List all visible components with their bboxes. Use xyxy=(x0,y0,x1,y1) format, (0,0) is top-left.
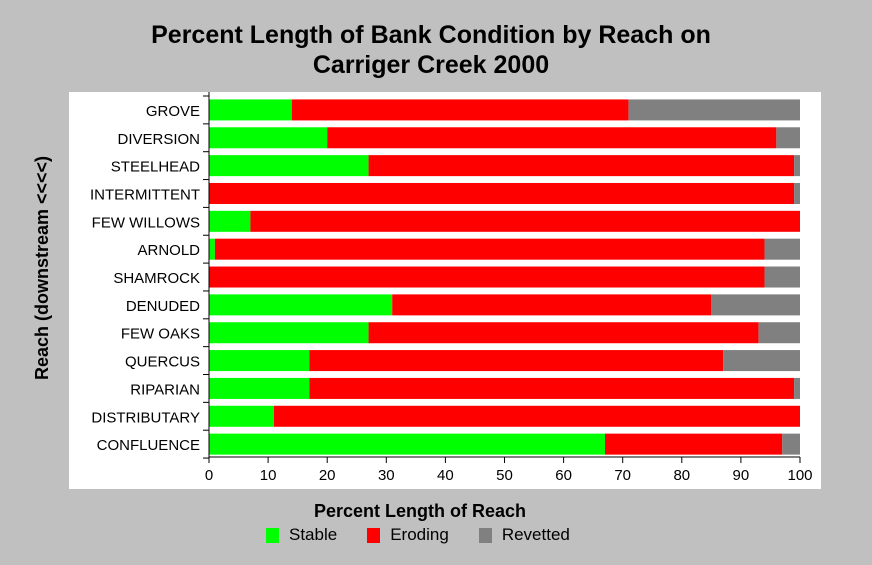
bar-diversion-revetted xyxy=(776,127,800,149)
y-tick-label-few-oaks: FEW OAKS xyxy=(121,326,200,343)
plot-area xyxy=(69,92,821,489)
legend-label-eroding: Eroding xyxy=(390,525,449,544)
chart-title: Percent Length of Bank Condition by Reac… xyxy=(0,20,862,80)
x-tick-label: 70 xyxy=(614,467,631,484)
x-tick-label: 100 xyxy=(787,467,812,484)
y-tick-label-quercus: QUERCUS xyxy=(125,354,200,371)
legend-swatch-stable xyxy=(266,527,279,543)
y-axis: GROVE DIVERSION STEELHEAD INTERMITTENT FEW W… xyxy=(90,92,210,459)
y-tick-label-distributary: DISTRIBUTARY xyxy=(91,409,200,426)
bar-confluence-eroding xyxy=(604,433,783,455)
bar-confluence-revetted xyxy=(782,433,800,455)
bar-denuded-revetted xyxy=(711,294,800,316)
chart-title-line1: Percent Length of Bank Condition by Reac… xyxy=(151,21,711,49)
legend: Stable Eroding Revetted xyxy=(266,525,600,545)
x-tick-label: 10 xyxy=(260,467,277,484)
bar-distributary-eroding xyxy=(274,405,800,427)
bar-riparian-revetted xyxy=(794,377,800,399)
bar-arnold-revetted xyxy=(764,238,800,260)
bar-grove-stable xyxy=(209,99,292,121)
bar-shamrock-revetted xyxy=(764,266,800,288)
x-tick-label: 30 xyxy=(378,467,395,484)
bar-shamrock-eroding xyxy=(209,266,765,288)
bar-diversion-stable xyxy=(209,127,328,149)
y-tick-label-arnold: ARNOLD xyxy=(137,242,200,259)
legend-swatch-eroding xyxy=(367,527,381,543)
bar-arnold-eroding xyxy=(214,238,765,260)
x-tick-label: 90 xyxy=(733,467,750,484)
legend-item-eroding: Eroding xyxy=(367,525,449,545)
bar-steelhead-stable xyxy=(209,155,369,177)
bar-distributary-stable xyxy=(209,405,275,427)
bar-intermittent-revetted xyxy=(794,182,800,204)
bar-grove-revetted xyxy=(628,99,800,121)
bar-denuded-stable xyxy=(209,294,393,316)
y-axis-label: Reach (downstream <<<<) xyxy=(32,156,52,380)
bar-denuded-eroding xyxy=(392,294,712,316)
bar-diversion-eroding xyxy=(327,127,777,149)
x-tick-label: 0 xyxy=(205,467,213,484)
legend-swatch-revetted xyxy=(478,527,492,543)
bar-riparian-eroding xyxy=(309,377,795,399)
bar-few-willows-eroding xyxy=(250,210,800,232)
bar-arnold-stable xyxy=(209,238,215,260)
y-tick-label-confluence: CONFLUENCE xyxy=(97,437,200,454)
bar-grove-eroding xyxy=(291,99,629,121)
bar-few-oaks-stable xyxy=(209,322,369,344)
legend-label-stable: Stable xyxy=(289,525,338,544)
y-tick-label-grove: GROVE xyxy=(146,103,200,120)
x-tick-label: 80 xyxy=(673,467,690,484)
bar-few-willows-stable xyxy=(209,210,251,232)
y-tick-label-few-willows: FEW WILLOWS xyxy=(92,214,200,231)
y-tick-label-riparian: RIPARIAN xyxy=(130,381,200,398)
legend-label-revetted: Revetted xyxy=(501,525,570,544)
x-tick-label: 50 xyxy=(496,467,513,484)
bar-quercus-revetted xyxy=(723,350,800,372)
chart-title-line2: Carriger Creek 2000 xyxy=(312,51,550,79)
y-tick-label-intermittent: INTERMITTENT xyxy=(90,186,200,203)
legend-item-stable: Stable xyxy=(266,525,337,545)
bar-few-oaks-revetted xyxy=(758,322,800,344)
y-tick-label-shamrock: SHAMROCK xyxy=(113,270,200,287)
y-tick-label-denuded: DENUDED xyxy=(126,298,200,315)
bar-few-oaks-eroding xyxy=(368,322,759,344)
bar-steelhead-revetted xyxy=(794,155,800,177)
bar-intermittent-eroding xyxy=(209,182,795,204)
bar-quercus-eroding xyxy=(309,350,724,372)
y-tick-label-diversion: DIVERSION xyxy=(117,131,200,148)
y-tick-label-steelhead: STEELHEAD xyxy=(111,159,200,176)
bars-group xyxy=(209,99,800,455)
bar-confluence-stable xyxy=(209,433,605,455)
bar-steelhead-eroding xyxy=(368,155,795,177)
legend-item-revetted: Revetted xyxy=(478,525,570,545)
x-tick-label: 40 xyxy=(437,467,454,484)
x-axis: 0 10 20 30 40 50 60 70 80 90 100 xyxy=(205,456,813,484)
x-tick-label: 20 xyxy=(319,467,336,484)
bar-quercus-stable xyxy=(209,350,310,372)
bar-riparian-stable xyxy=(209,377,310,399)
x-axis-label: Percent Length of Reach xyxy=(314,501,526,521)
x-tick-label: 60 xyxy=(555,467,572,484)
